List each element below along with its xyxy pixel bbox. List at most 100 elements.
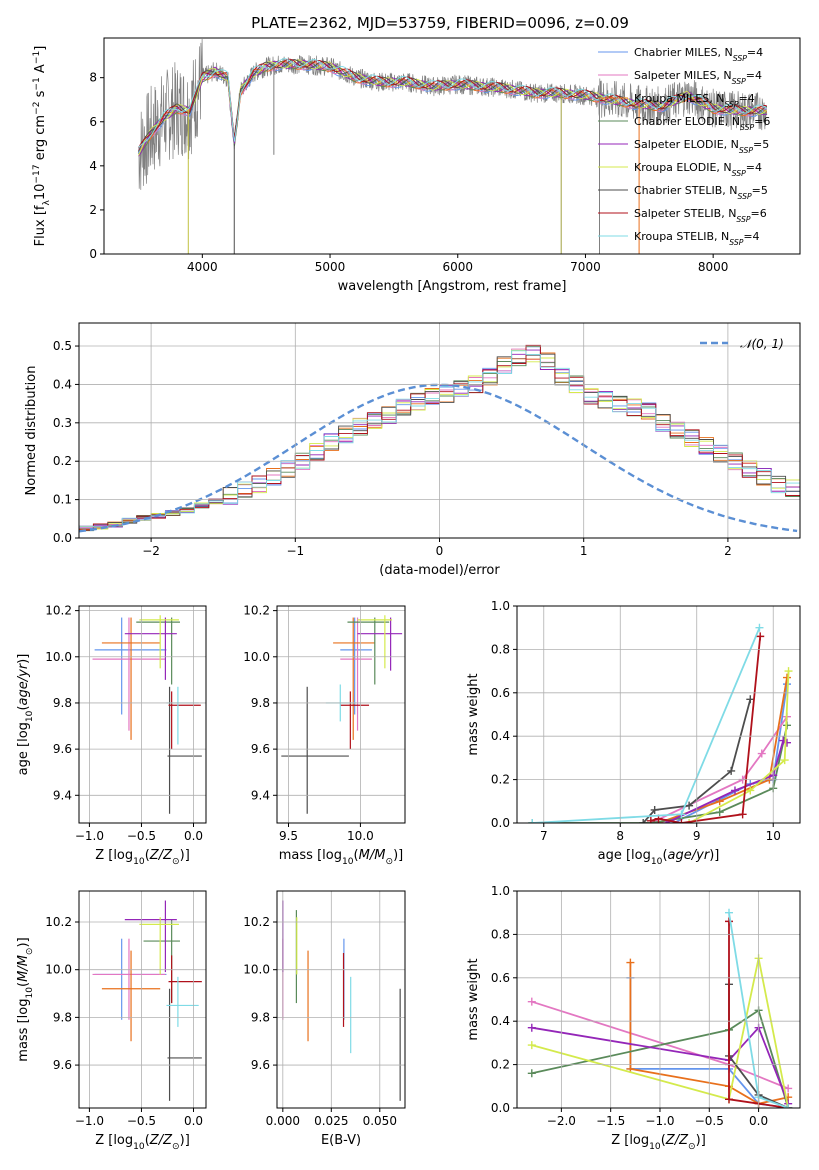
y-tick-label: 0 xyxy=(89,247,97,261)
weight-marker xyxy=(756,632,765,641)
weight-marker xyxy=(725,908,734,917)
y-tick-label: 0.1 xyxy=(53,493,72,507)
plot-area-mass-weight-vs-age xyxy=(528,623,793,823)
weight-marker xyxy=(527,1041,536,1050)
spectrum-model-line xyxy=(138,60,767,157)
y-tick-label: 10.2 xyxy=(243,604,270,618)
y-tick-label: 1.0 xyxy=(491,599,510,613)
plot-area-age-vs-Z xyxy=(92,615,202,814)
spectrum-model-line xyxy=(138,61,768,151)
histogram-step xyxy=(79,352,800,538)
weight-marker xyxy=(527,1023,536,1032)
weight-marker xyxy=(782,738,791,747)
axes-frame xyxy=(276,605,406,824)
y-tick-label: 0.4 xyxy=(491,729,510,743)
plot-area-mass-weight-vs-Z xyxy=(527,908,793,1108)
x-tick-label: 0.000 xyxy=(266,1114,300,1128)
weight-marker xyxy=(738,810,747,819)
y-tick-label: 9.4 xyxy=(251,788,270,802)
legend-entry: Chabrier MILES, NSSP=4 xyxy=(634,46,763,63)
y-tick-label: 0.8 xyxy=(491,927,510,941)
x-tick-label: 7 xyxy=(540,829,548,843)
x-tick-label: −2 xyxy=(142,544,160,558)
weight-marker xyxy=(685,801,694,810)
y-tick-label: 6 xyxy=(89,115,97,129)
y-tick-label: 4 xyxy=(89,159,97,173)
y-tick-label: 0.6 xyxy=(491,686,510,700)
y-tick-label: 10.2 xyxy=(45,915,72,929)
weight-marker xyxy=(784,1104,793,1108)
y-tick-label: 9.6 xyxy=(53,742,72,756)
x-axis-label: Z [log10(Z/Z⊙)] xyxy=(611,1133,706,1152)
spectrum-legend: Chabrier MILES, NSSP=4 Salpeter MILES, NS… xyxy=(598,46,770,247)
x-tick-label: 0.0 xyxy=(749,1114,768,1128)
x-tick-label: −0.5 xyxy=(695,1114,724,1128)
x-tick-label: −1 xyxy=(286,544,304,558)
panel-mass-weight-vs-Z: −2.0 −1.5 −1.0 −0.5 0.0 0.0 0.2 0.4 0.6 0.8 1.0 Z [… xyxy=(466,884,801,1152)
x-axis-label: (data-model)/error xyxy=(379,563,500,578)
y-tick-label: 0.0 xyxy=(491,1101,510,1115)
x-tick-label: −1.0 xyxy=(75,1114,104,1128)
spectrum-model-line xyxy=(138,58,768,148)
y-tick-label: 10.0 xyxy=(45,963,72,977)
y-tick-label: 9.8 xyxy=(53,696,72,710)
weight-marker xyxy=(715,808,724,817)
weight-marker xyxy=(784,667,793,676)
panel-mass-vs-ebv: 0.000 0.025 0.050 9.6 9.8 10.0 10.2 E(B-V) xyxy=(243,890,406,1148)
weight-marker xyxy=(527,1069,536,1078)
weight-line xyxy=(688,671,790,823)
panels-group: 4000 5000 6000 7000 8000 0 2 4 6 8 wavelength [Ang… xyxy=(16,37,801,1152)
legend-entry: Salpeter MILES, NSSP=4 xyxy=(634,69,762,86)
y-tick-label: 8 xyxy=(89,71,97,85)
weight-marker xyxy=(730,786,739,795)
x-tick-label: 10.0 xyxy=(347,829,374,843)
y-tick-label: 2 xyxy=(89,203,97,217)
panel-residuals: −2 −1 0 1 2 0.0 0.1 0.2 0.3 0.4 0.5 (data-model)/er… xyxy=(24,322,801,578)
legend-entry: Chabrier STELIB, NSSP=5 xyxy=(634,184,768,201)
legend-entry: Chabrier ELODIE, NSSP=6 xyxy=(634,115,770,132)
y-axis-label: mass weight xyxy=(466,673,481,755)
x-tick-label: 0.0 xyxy=(184,1114,203,1128)
axes-frame xyxy=(78,890,207,1109)
weight-marker xyxy=(784,1084,793,1093)
y-tick-label: 10.0 xyxy=(243,963,270,977)
weight-line xyxy=(531,1026,790,1105)
x-tick-label: 8 xyxy=(616,829,624,843)
x-axis-label: age [log10(age/yr)] xyxy=(598,848,720,867)
panel-mass-vs-Z: −1.0 −0.5 0.0 9.6 9.8 10.0 10.2 Z [log10(Z/Z⊙)]… xyxy=(16,890,207,1152)
weight-marker xyxy=(746,786,755,795)
weight-marker xyxy=(528,819,537,823)
y-tick-label: 9.8 xyxy=(251,1010,270,1024)
y-tick-label: 0.8 xyxy=(491,642,510,656)
y-tick-label: 10.2 xyxy=(45,604,72,618)
weight-marker xyxy=(725,1095,734,1104)
x-tick-label: 0.025 xyxy=(314,1114,348,1128)
y-tick-label: 1.0 xyxy=(491,884,510,898)
plot-area-residuals xyxy=(79,344,800,538)
x-tick-label: 6000 xyxy=(442,260,473,274)
y-tick-label: 0.2 xyxy=(491,773,510,787)
y-tick-label: 0.2 xyxy=(53,454,72,468)
axes-frame xyxy=(516,890,801,1109)
y-tick-label: 0.2 xyxy=(491,1058,510,1072)
legend-entry: Salpeter ELODIE, NSSP=5 xyxy=(634,138,769,155)
weight-marker xyxy=(755,623,764,632)
y-tick-label: 10.0 xyxy=(45,650,72,664)
y-tick-label: 9.6 xyxy=(251,742,270,756)
weight-line xyxy=(673,683,788,823)
weight-marker xyxy=(725,917,734,926)
gaussian-curve xyxy=(79,383,798,533)
legend-entry: Kroupa MILES, NSSP=4 xyxy=(634,92,755,109)
x-tick-label: 2 xyxy=(724,544,732,558)
weight-marker xyxy=(626,958,635,967)
y-tick-label: 9.6 xyxy=(53,1058,72,1072)
weight-line xyxy=(532,725,788,823)
y-tick-label: 0.3 xyxy=(53,416,72,430)
y-tick-label: 0.5 xyxy=(53,339,72,353)
x-tick-label: −1.0 xyxy=(75,829,104,843)
panel-mass-weight-vs-age: 7 8 9 10 0.0 0.2 0.4 0.6 0.8 1.0 age [log10(age/yr… xyxy=(466,599,801,867)
x-tick-label: 1 xyxy=(580,544,588,558)
axes-frame xyxy=(276,890,406,1109)
residuals-legend: 𝒩(0, 1) xyxy=(700,337,784,351)
plot-area-mass-vs-ebv xyxy=(282,900,401,1101)
